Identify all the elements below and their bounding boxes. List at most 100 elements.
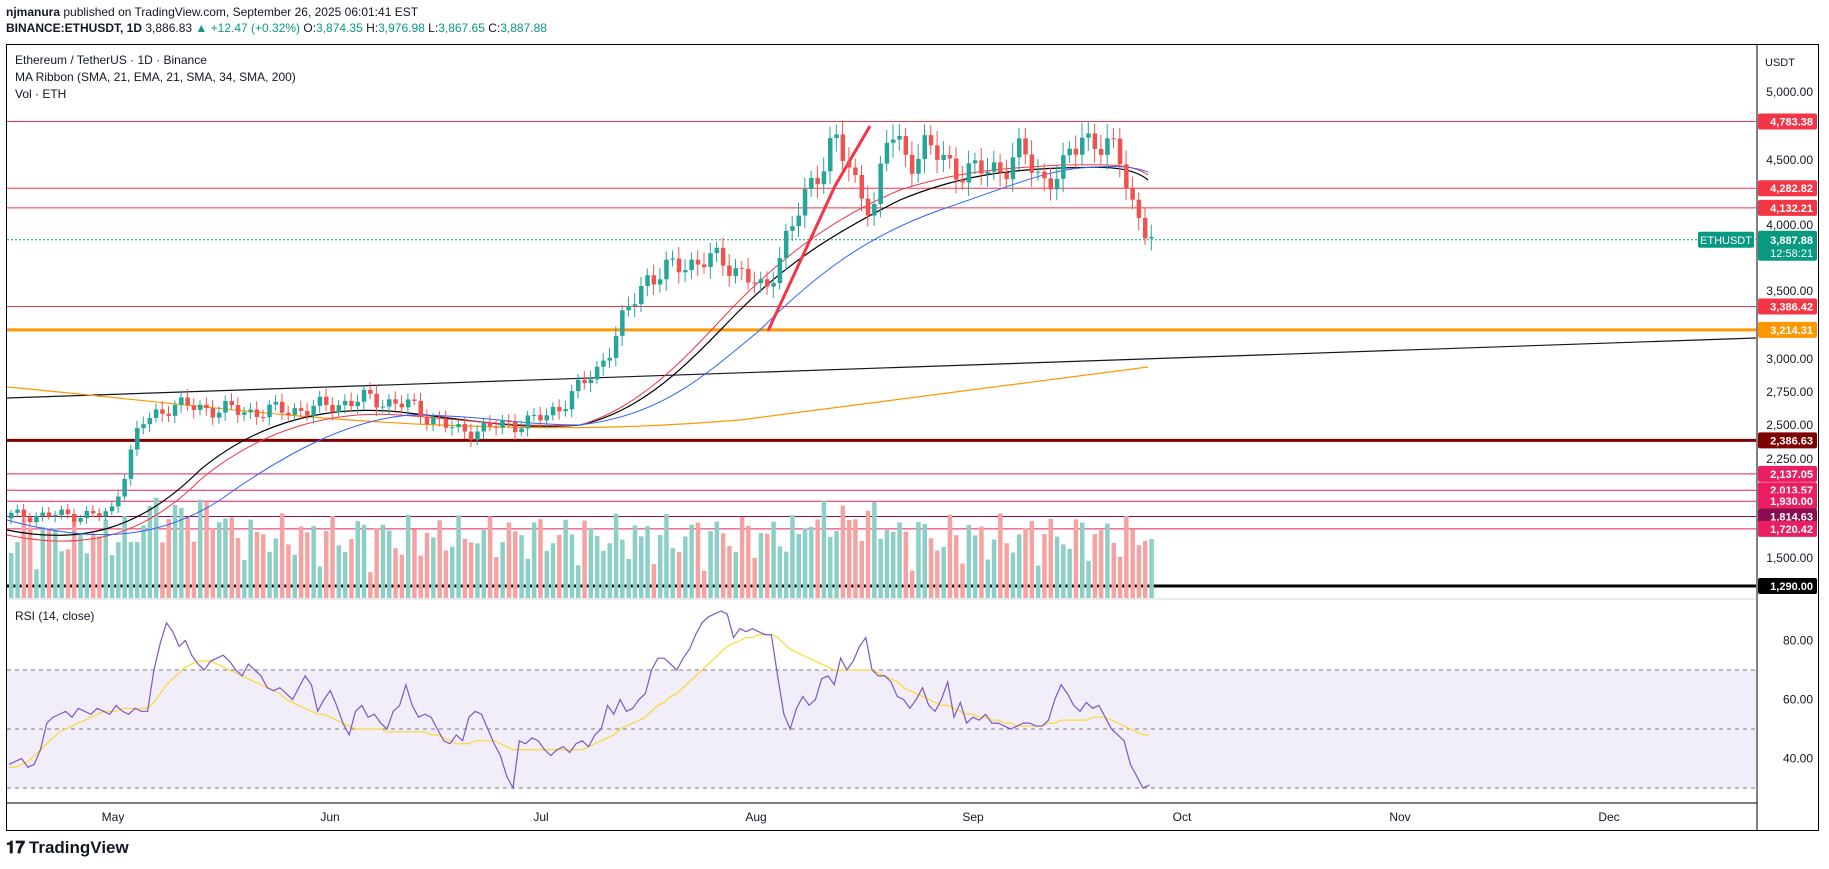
volume-bar	[909, 570, 915, 598]
price-tick: 5,000.00	[1766, 85, 1813, 99]
candle-body	[1017, 138, 1022, 158]
candle-body	[796, 215, 801, 227]
rsi-line	[8, 610, 1150, 790]
candle-body	[405, 399, 411, 408]
rsi-legend[interactable]: RSI (14, close)	[15, 609, 95, 623]
volume-bar	[670, 548, 675, 598]
last-price-countdown: 12:58:21	[1770, 248, 1813, 260]
candle-body	[412, 399, 417, 401]
volume-bar	[979, 526, 984, 598]
volume-bars	[9, 497, 1154, 598]
candle-body	[185, 397, 190, 406]
candle-body	[1048, 178, 1053, 190]
candle-body	[84, 510, 90, 519]
level-label: 2,137.05	[1770, 469, 1813, 481]
candle-body	[872, 204, 877, 216]
drawn-trend-segment[interactable]	[766, 185, 837, 332]
volume-bar	[437, 520, 442, 598]
candle-body	[59, 509, 64, 515]
tradingview-logo[interactable]: 𝟏𝟕 TradingView	[6, 838, 129, 858]
level-label-bg	[1758, 578, 1817, 594]
volume-bar	[796, 534, 801, 598]
candle-body	[853, 167, 858, 176]
candle-body	[657, 279, 663, 285]
high-label: H:	[366, 21, 379, 35]
candle-body	[1029, 154, 1035, 173]
price-tick: 2,250.00	[1766, 452, 1813, 466]
level-label-bg	[1758, 520, 1817, 537]
currency-label: USDT	[1765, 57, 1795, 69]
candle-body	[166, 413, 171, 416]
candle-body	[676, 258, 682, 273]
candle-body	[916, 158, 921, 174]
level-label: 4,132.21	[1770, 203, 1813, 215]
volume-bar	[40, 527, 45, 598]
volume-bar	[538, 519, 543, 598]
volume-bar	[941, 546, 946, 598]
volume-bar	[1098, 530, 1104, 598]
volume-bar	[689, 524, 694, 598]
candle-body	[437, 417, 442, 419]
candle-body	[878, 163, 883, 205]
author-name[interactable]: njmanura	[6, 5, 61, 19]
volume-bar	[828, 536, 833, 598]
volume-bar	[626, 558, 631, 598]
level-label: 1,720.42	[1770, 524, 1813, 536]
time-tick: Sep	[962, 810, 984, 824]
candle-body	[235, 405, 241, 415]
candle-body	[834, 134, 839, 139]
candle-body	[141, 424, 146, 429]
sma-21-line	[6, 166, 1149, 536]
drawn-trend-segment[interactable]	[833, 125, 872, 187]
volume-bar	[198, 499, 203, 598]
candle-body	[607, 357, 612, 361]
volume-bar	[506, 522, 512, 598]
volume-bar	[657, 535, 663, 598]
chart-title[interactable]: Ethereum / TetherUS · 1D · Binance	[15, 53, 207, 67]
candle-body	[135, 428, 140, 450]
rsi-tick: 40.00	[1783, 752, 1813, 766]
volume-bar	[229, 517, 234, 598]
candle-body	[954, 158, 959, 180]
time-tick: Aug	[745, 810, 766, 824]
volume-bar	[683, 536, 688, 598]
candle-body	[513, 421, 518, 433]
volume-bar	[324, 531, 329, 598]
volume-bar	[248, 519, 253, 598]
volume-bar	[500, 542, 505, 598]
volume-bar	[557, 535, 562, 598]
volume-bar	[1054, 536, 1060, 598]
volume-bar	[639, 536, 644, 598]
volume-bar	[279, 513, 285, 598]
volume-bar	[1086, 560, 1091, 598]
candle-body	[1092, 133, 1098, 150]
volume-bar	[544, 550, 549, 598]
volume-bar	[834, 530, 839, 598]
rsi-ma-line	[9, 634, 1150, 768]
time-tick: Nov	[1389, 810, 1410, 824]
candle-body	[475, 431, 480, 440]
trendline[interactable]	[6, 337, 1757, 399]
candle-body	[46, 512, 52, 517]
level-label-bg	[1758, 199, 1817, 216]
candle-body	[160, 409, 165, 414]
volume-bar	[601, 550, 606, 598]
volume-bar	[9, 553, 14, 598]
low-value: 3,867.65	[438, 21, 485, 35]
volume-bar	[859, 540, 864, 598]
volume-bar	[1130, 529, 1135, 598]
volume-bar	[59, 551, 64, 598]
candle-body	[286, 412, 291, 415]
volume-bar	[21, 518, 27, 598]
candle-body	[97, 513, 102, 516]
sma-34-line	[6, 166, 1149, 536]
volume-bar	[840, 505, 846, 598]
candle-body	[790, 226, 795, 231]
candle-body	[147, 417, 153, 425]
ma-ribbon-legend[interactable]: MA Ribbon (SMA, 21, EMA, 21, SMA, 34, SM…	[15, 70, 296, 84]
candle-body	[714, 247, 720, 254]
volume-legend[interactable]: Vol · ETH	[15, 87, 67, 101]
candle-body	[34, 515, 39, 523]
time-tick: Dec	[1598, 810, 1619, 824]
